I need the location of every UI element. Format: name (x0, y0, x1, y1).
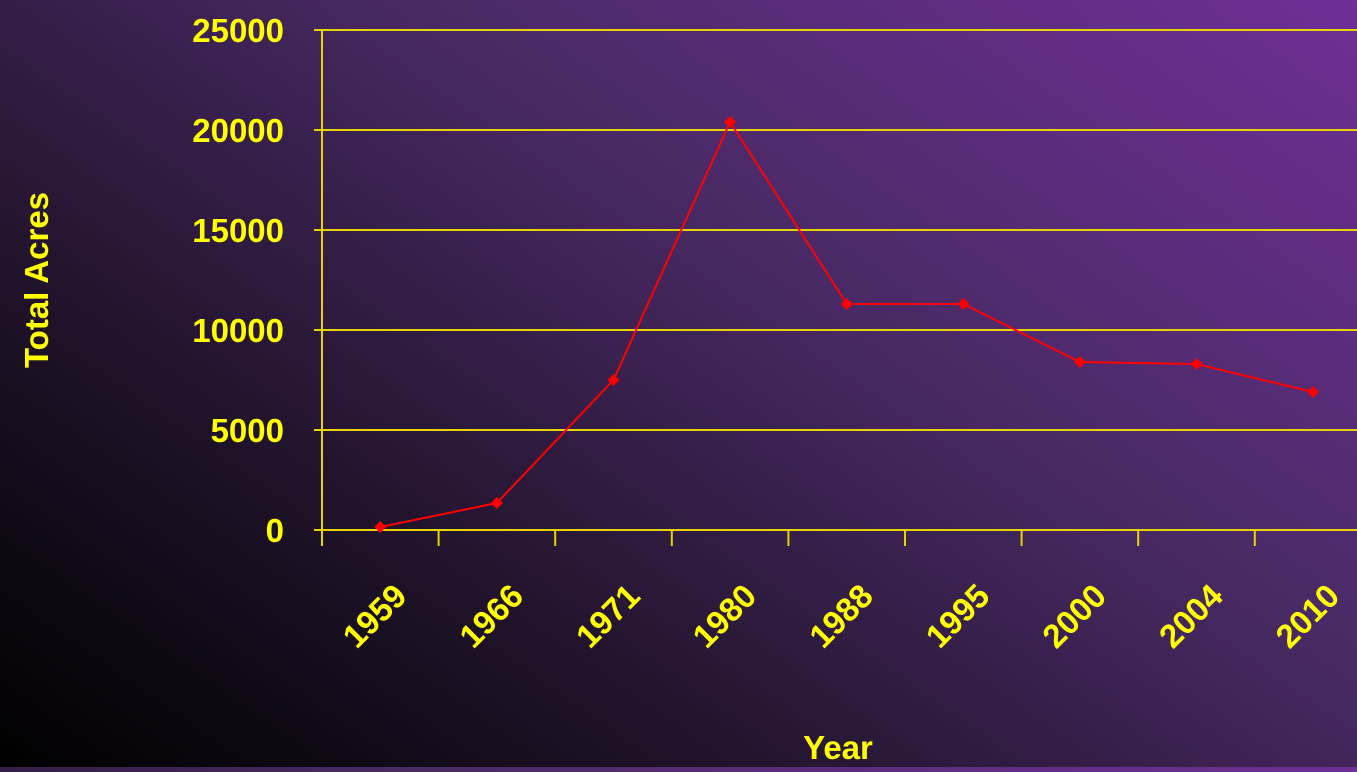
x-tick-label: 1966 (452, 577, 530, 655)
x-tick-label: 1995 (918, 577, 996, 655)
gridlines (322, 29, 1357, 431)
x-axis-label: Year (803, 729, 873, 766)
x-tick-label: 1959 (335, 577, 413, 655)
x-tick-label: 2010 (1268, 577, 1346, 655)
data-point-1988 (840, 298, 853, 310)
data-point-2010 (1307, 386, 1320, 398)
data-point-1980 (724, 116, 737, 128)
y-tick-label: 10000 (192, 312, 284, 349)
y-tick-label: 25000 (192, 12, 284, 49)
y-tick-label: 20000 (192, 112, 284, 149)
data-point-1995 (957, 298, 970, 310)
data-point-2004 (1190, 358, 1203, 370)
series-line (380, 119, 1314, 528)
x-tick-label: 2000 (1035, 577, 1113, 655)
y-axis-label: Total Acres (18, 192, 55, 368)
x-tick-label: 1988 (802, 577, 880, 655)
data-point-1966 (490, 497, 503, 509)
x-tick-label: 1980 (685, 577, 763, 655)
y-tick-labels: 0 5000 10000 15000 20000 25000 (192, 12, 284, 549)
data-points (374, 116, 1320, 533)
x-tick-labels: 1959 1966 1971 1980 1988 1995 2000 2004 2010 (335, 576, 1346, 655)
x-tick-label: 1971 (569, 577, 647, 655)
y-tick-label: 15000 (192, 212, 284, 249)
data-point-1971 (607, 374, 620, 386)
data-point-2000 (1073, 356, 1086, 368)
y-tick-label: 5000 (211, 412, 284, 449)
y-tick-label: 0 (266, 512, 284, 549)
series-line-1 (380, 119, 1314, 528)
data-point-1959 (374, 521, 387, 533)
axes (314, 29, 1357, 546)
x-tick-label: 2004 (1152, 576, 1231, 655)
